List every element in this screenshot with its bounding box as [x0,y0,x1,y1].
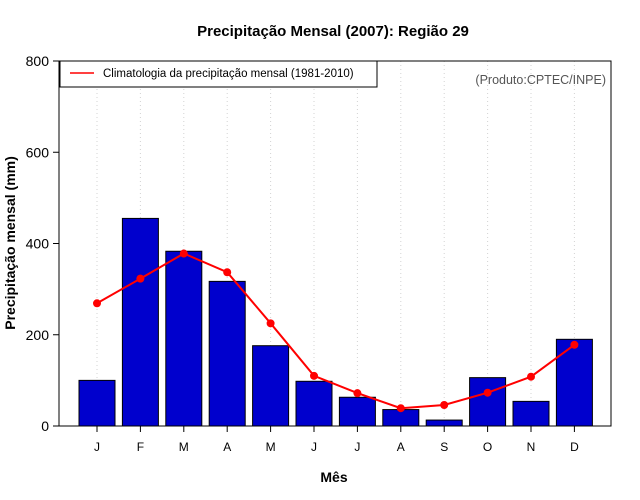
x-tick-label: F [137,440,144,454]
bar-9 [425,419,463,427]
bar-10 [469,377,507,427]
climatology-point-7 [353,389,362,398]
climatology-point-8 [396,404,405,413]
legend-box [59,60,378,88]
x-tick-label: M [179,440,189,454]
climatology-point-4 [223,268,232,277]
climatology-point-10 [483,388,492,397]
bar-6 [295,380,333,427]
y-axis: 0 200 400 600 800 [26,53,59,434]
bar-1 [78,379,116,427]
climatology-point-6 [310,371,318,380]
climatology-line [96,252,575,410]
x-tick-label: S [440,440,448,454]
climatology-point-12 [570,340,579,349]
x-tick-label: O [483,440,492,454]
bar-3 [165,250,203,427]
x-tick-label: J [311,440,317,454]
bar-7 [338,396,376,427]
x-tick-label: D [570,440,579,454]
y-axis-label: Precipitação mensal (mm) [2,156,18,330]
x-tick-label: A [397,440,405,454]
x-tick-label: A [223,440,231,454]
climatology-point-1 [93,299,101,308]
bar-2 [121,217,159,427]
x-tick-label: M [266,440,276,454]
bar-11 [512,400,550,427]
climatology-point-9 [440,401,449,410]
y-tick-label: 600 [26,144,50,160]
bars [78,217,593,427]
x-axis-label: Mês [320,469,347,485]
x-tick-label: N [527,440,536,454]
bar-12 [555,338,593,427]
climatology-point-2 [136,274,145,283]
x-tick-label: J [94,440,100,454]
legend-label: Climatologia da precipitação mensal (198… [103,68,354,80]
x-tick-label: J [354,440,360,454]
climatology-point-11 [527,372,535,381]
chart-title: Precipitação Mensal (2007): Região 29 [197,23,469,40]
climatology-line-group [93,249,579,413]
y-tick-label: 800 [26,53,50,69]
bar-5 [252,345,290,427]
climatology-point-3 [179,249,188,258]
legend: Climatologia da precipitação mensal (198… [59,60,378,88]
climatology-point-5 [266,319,275,328]
bar-4 [208,280,246,427]
y-tick-label: 0 [41,418,49,434]
source-annotation: (Produto:CPTEC/INPE) [475,73,606,87]
y-tick-label: 400 [26,236,50,252]
y-tick-label: 200 [26,327,50,343]
